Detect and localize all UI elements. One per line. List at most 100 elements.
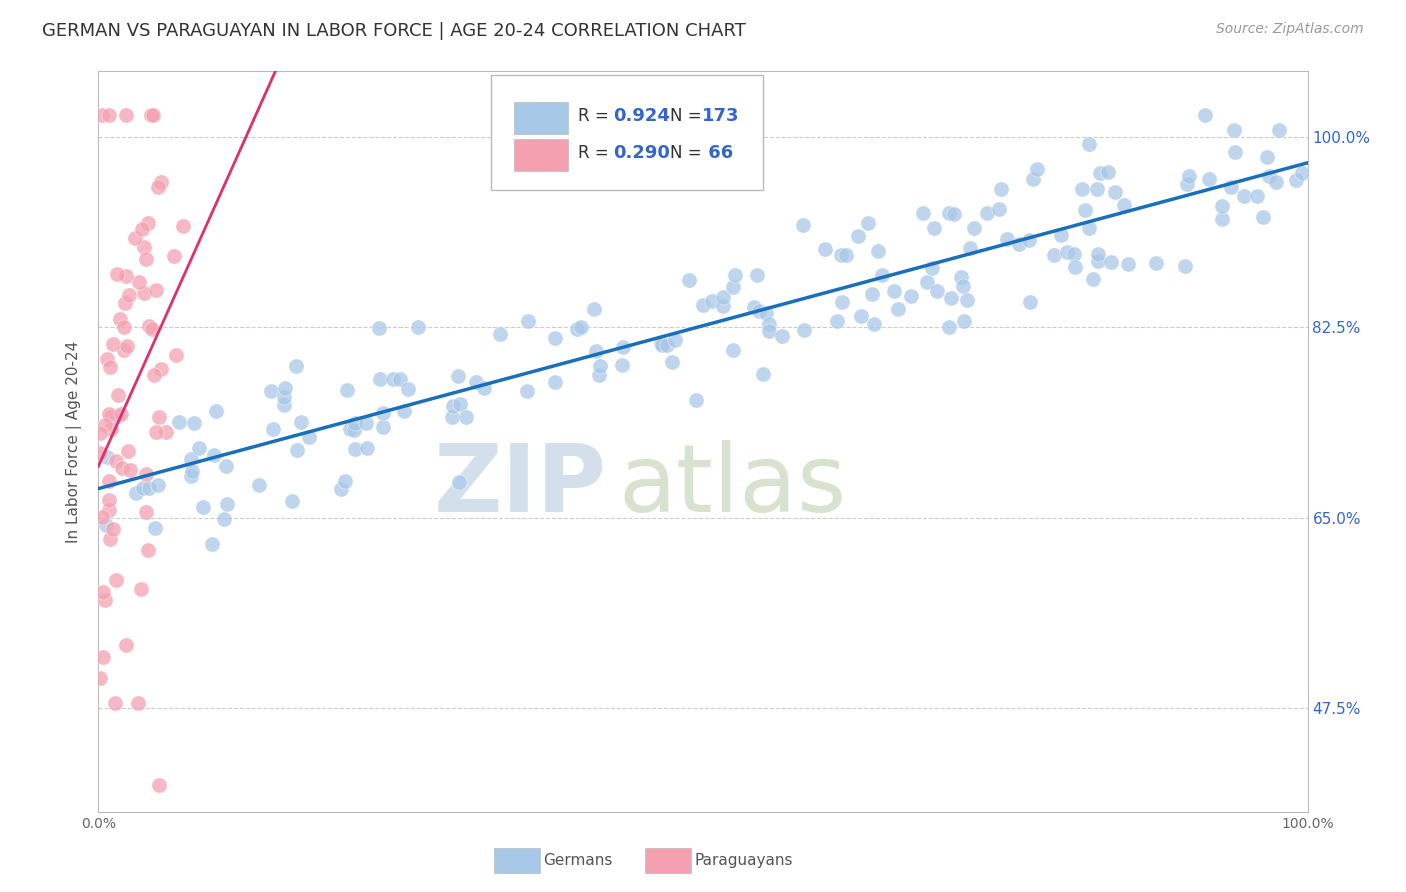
Point bbox=[125, 486, 148, 500]
Point bbox=[105, 267, 128, 281]
Point bbox=[1251, 210, 1274, 224]
Point bbox=[565, 322, 588, 336]
Point bbox=[111, 461, 134, 475]
Point bbox=[124, 231, 146, 245]
Point bbox=[290, 415, 312, 429]
Point bbox=[115, 339, 138, 353]
Point bbox=[678, 273, 700, 287]
Point bbox=[148, 777, 170, 791]
Point bbox=[149, 175, 172, 189]
Point bbox=[406, 320, 429, 334]
Point bbox=[146, 179, 169, 194]
Point bbox=[465, 375, 488, 389]
Point bbox=[927, 285, 949, 299]
Point bbox=[105, 454, 128, 468]
Point bbox=[150, 362, 173, 376]
Point bbox=[128, 275, 150, 289]
Point bbox=[146, 478, 169, 492]
Point bbox=[1258, 169, 1281, 184]
Point bbox=[145, 425, 167, 439]
Point bbox=[105, 573, 128, 587]
Text: N =: N = bbox=[671, 144, 707, 161]
Point bbox=[883, 285, 905, 299]
Point bbox=[204, 404, 226, 418]
Point bbox=[721, 280, 744, 294]
Point bbox=[132, 240, 155, 254]
Point bbox=[330, 483, 353, 497]
Point bbox=[748, 303, 770, 318]
Point bbox=[273, 398, 295, 412]
Point bbox=[953, 314, 976, 328]
Text: N =: N = bbox=[671, 107, 707, 125]
Point bbox=[343, 416, 366, 430]
Point bbox=[1291, 166, 1313, 180]
Point bbox=[976, 206, 998, 220]
Point bbox=[1056, 245, 1078, 260]
Point bbox=[1018, 234, 1040, 248]
Y-axis label: In Labor Force | Age 20-24: In Labor Force | Age 20-24 bbox=[66, 341, 83, 542]
Point bbox=[1064, 260, 1087, 274]
Point bbox=[141, 322, 163, 336]
Point bbox=[1007, 237, 1029, 252]
Point bbox=[129, 582, 152, 596]
Point bbox=[368, 372, 391, 386]
Point bbox=[104, 696, 127, 710]
Point bbox=[284, 359, 307, 373]
Point bbox=[138, 481, 160, 495]
Point bbox=[91, 510, 114, 524]
Point bbox=[1116, 257, 1139, 271]
Point bbox=[96, 352, 118, 367]
Point bbox=[188, 442, 211, 456]
Point bbox=[1081, 272, 1104, 286]
Text: R =: R = bbox=[578, 144, 614, 161]
Point bbox=[96, 518, 118, 533]
Point bbox=[1175, 177, 1198, 191]
Point bbox=[212, 512, 235, 526]
Point bbox=[863, 318, 886, 332]
Point bbox=[336, 383, 359, 397]
Point bbox=[915, 275, 938, 289]
Point bbox=[1211, 212, 1233, 227]
Point bbox=[392, 404, 415, 418]
Point bbox=[1268, 122, 1291, 136]
Point bbox=[585, 343, 607, 358]
Point bbox=[247, 478, 270, 492]
Point bbox=[98, 503, 121, 517]
Point bbox=[180, 452, 202, 467]
Point bbox=[1087, 254, 1109, 268]
Point bbox=[163, 249, 186, 263]
Point bbox=[101, 522, 124, 536]
Point bbox=[191, 500, 214, 514]
Point bbox=[700, 294, 723, 309]
Point bbox=[995, 232, 1018, 246]
Point bbox=[488, 326, 510, 341]
Point bbox=[1063, 247, 1085, 261]
Point bbox=[650, 335, 672, 350]
Point bbox=[742, 300, 765, 314]
Point bbox=[692, 298, 714, 312]
Point bbox=[115, 638, 138, 652]
Point bbox=[952, 279, 974, 293]
Point bbox=[516, 384, 538, 398]
Point bbox=[441, 399, 464, 413]
Point bbox=[217, 497, 239, 511]
Point bbox=[956, 293, 979, 307]
Point bbox=[830, 248, 852, 262]
Point bbox=[114, 108, 136, 122]
Point bbox=[100, 410, 122, 425]
Point bbox=[856, 216, 879, 230]
Point bbox=[97, 407, 120, 421]
Point bbox=[138, 318, 160, 333]
Point bbox=[651, 338, 673, 352]
Point bbox=[922, 220, 945, 235]
Point bbox=[1233, 189, 1256, 203]
Point bbox=[98, 533, 121, 547]
Point bbox=[101, 336, 124, 351]
Point bbox=[172, 219, 194, 234]
Point bbox=[571, 320, 593, 334]
Point bbox=[751, 368, 773, 382]
Point bbox=[770, 329, 793, 343]
FancyBboxPatch shape bbox=[492, 75, 763, 190]
Point bbox=[1265, 175, 1288, 189]
Point bbox=[281, 493, 304, 508]
